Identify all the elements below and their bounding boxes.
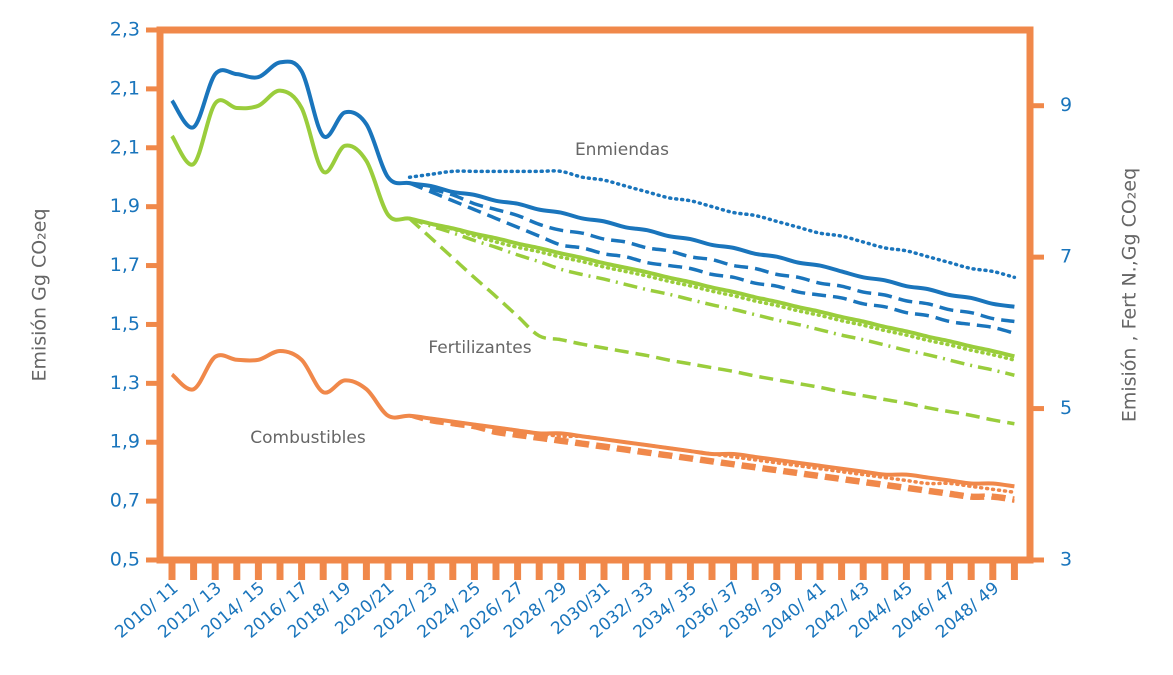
annotation: Combustibles [250, 428, 366, 448]
y-tick-label: 2,1 [110, 77, 140, 99]
y2-axis-label: Emisión , Fert N.,Gg CO₂eq [1119, 168, 1141, 422]
y-tick-label: 1,9 [110, 431, 140, 453]
series-line [409, 216, 1015, 377]
y-tick-label: 0,5 [110, 549, 140, 571]
series-line [409, 181, 1015, 324]
annotation: Enmiendas [575, 140, 669, 160]
series-line [408, 181, 1015, 335]
annotation: Fertilizantes [428, 338, 531, 358]
y-tick-label: 0,7 [110, 490, 140, 512]
y-tick-label: 1,7 [110, 254, 140, 276]
y-tick-label: 1,5 [110, 313, 140, 335]
series-line [409, 413, 1015, 500]
y-tick-label: 1,3 [110, 372, 140, 394]
y2-tick-label: 5 [1060, 397, 1072, 419]
series-line [407, 216, 1017, 362]
y2-tick-label: 3 [1060, 549, 1072, 571]
plot-frame [156, 26, 1034, 564]
series-line [407, 413, 1017, 495]
y-tick-label: 2,3 [110, 19, 140, 41]
series-line [408, 217, 1015, 426]
y2-tick-label: 7 [1060, 246, 1072, 268]
y-axis-label: Emisión Gg CO₂eq [29, 208, 51, 381]
y-tick-label: 1,9 [110, 195, 140, 217]
series-line [409, 414, 1015, 503]
series-line [170, 59, 1015, 309]
series-line [170, 88, 1015, 359]
series-line [407, 169, 1017, 280]
series-line [170, 348, 1015, 489]
y-tick-label: 2,1 [110, 136, 140, 158]
y2-tick-label: 9 [1060, 94, 1072, 116]
